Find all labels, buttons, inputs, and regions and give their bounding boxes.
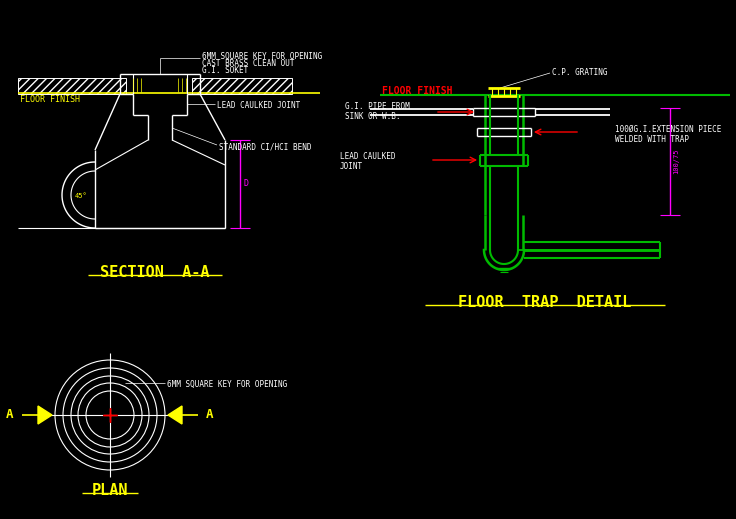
- Bar: [18, 78, 126, 94]
- Text: 45°: 45°: [75, 193, 88, 199]
- Text: FLOOR FINISH: FLOOR FINISH: [382, 86, 453, 96]
- Text: PLAN: PLAN: [92, 483, 128, 498]
- Text: G.I. PIPE FROM
SINK OR W.B.: G.I. PIPE FROM SINK OR W.B.: [345, 102, 410, 121]
- Text: A: A: [6, 408, 14, 421]
- Text: 6MM SQUARE KEY FOR OPENING: 6MM SQUARE KEY FOR OPENING: [202, 52, 322, 61]
- Polygon shape: [38, 406, 52, 424]
- Text: CAST BRASS CLEAN OUT: CAST BRASS CLEAN OUT: [202, 59, 294, 68]
- Text: STANDARD CI/HCI BEND: STANDARD CI/HCI BEND: [219, 142, 311, 151]
- Text: LEAD CAULKED
JOINT: LEAD CAULKED JOINT: [340, 152, 395, 171]
- Text: LEAD CAULKED JOINT: LEAD CAULKED JOINT: [217, 101, 300, 110]
- Text: 100/75: 100/75: [673, 148, 679, 174]
- Text: D: D: [243, 180, 248, 188]
- Bar: [192, 78, 292, 94]
- Text: A: A: [206, 408, 213, 421]
- Text: C.P. GRATING: C.P. GRATING: [552, 68, 607, 77]
- Text: FLOOR  TRAP  DETAIL: FLOOR TRAP DETAIL: [459, 295, 631, 310]
- Polygon shape: [168, 406, 182, 424]
- Text: 6MM SQUARE KEY FOR OPENING: 6MM SQUARE KEY FOR OPENING: [167, 380, 287, 389]
- Text: 100ØG.I.EXTENSION PIECE
WELDED WITH TRAP: 100ØG.I.EXTENSION PIECE WELDED WITH TRAP: [615, 125, 721, 144]
- Text: FLOOR FINISH: FLOOR FINISH: [20, 95, 80, 104]
- Text: G.I. SOKET: G.I. SOKET: [202, 66, 248, 75]
- Text: SECTION  A-A: SECTION A-A: [100, 265, 210, 280]
